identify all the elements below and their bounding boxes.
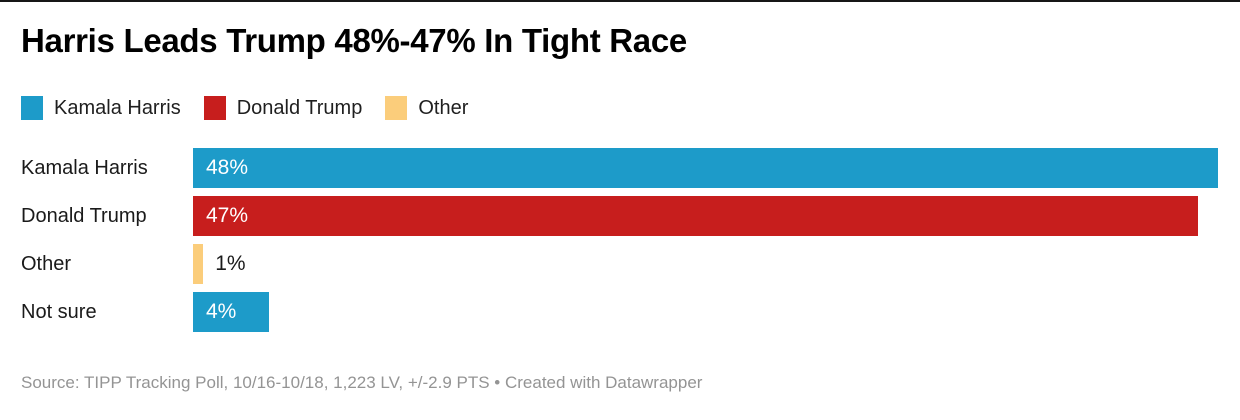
bar-area: 48%: [193, 148, 1218, 188]
bar: 47%: [193, 196, 1198, 236]
source-attribution: Source: TIPP Tracking Poll, 10/16-10/18,…: [21, 373, 703, 392]
row-label: Not sure: [21, 300, 97, 323]
bar-value-label: 4%: [206, 300, 237, 323]
bar-chart: Kamala Harris 48% Donald Trump 47% Other 1% No…: [21, 148, 1218, 332]
legend-item-other: Other: [385, 96, 468, 120]
legend-swatch-icon: [385, 96, 408, 120]
bar-area: 47%: [193, 196, 1218, 236]
bar: 48%: [193, 148, 1218, 188]
legend-swatch-icon: [203, 96, 226, 120]
legend-item-donald-trump: Donald Trump: [203, 96, 363, 120]
row-label: Kamala Harris: [21, 156, 148, 179]
bar-value-label: 48%: [206, 156, 249, 179]
legend-label: Kamala Harris: [54, 96, 181, 119]
bar: 4%: [193, 292, 269, 332]
chart-row: Other 1%: [21, 244, 1218, 284]
bar-area: 4%: [193, 292, 1218, 332]
legend-item-kamala-harris: Kamala Harris: [21, 96, 181, 120]
row-label: Other: [21, 252, 72, 275]
legend-label: Donald Trump: [236, 96, 363, 119]
bar-area: 1%: [193, 244, 1218, 284]
legend-swatch-icon: [21, 96, 43, 120]
chart-row: Not sure 4%: [21, 292, 1218, 332]
bar: [193, 244, 204, 284]
legend: Kamala Harris Donald Trump Other: [21, 96, 1218, 120]
row-label: Donald Trump: [21, 204, 147, 227]
chart-row: Kamala Harris 48%: [21, 148, 1218, 188]
legend-label: Other: [418, 96, 469, 119]
bar-value-label: 47%: [206, 204, 249, 227]
bar-value-label: 1%: [215, 252, 246, 275]
page-title: Harris Leads Trump 48%-47% In Tight Race: [21, 22, 687, 59]
chart-row: Donald Trump 47%: [21, 196, 1218, 236]
